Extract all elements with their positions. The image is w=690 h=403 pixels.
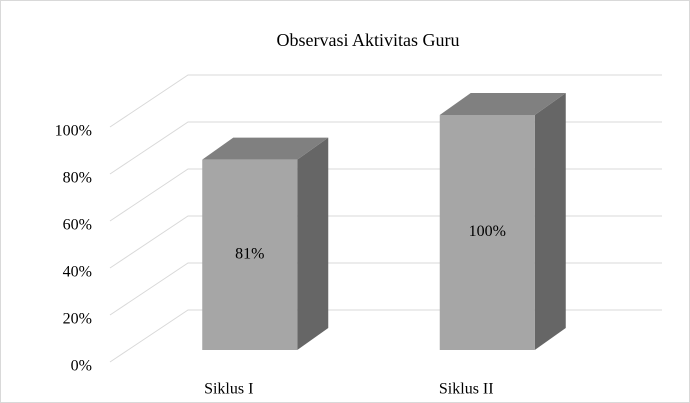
chart-title: Observasi Aktivitas Guru	[277, 30, 460, 50]
bar-top	[202, 137, 329, 160]
y-tick-label: 100%	[55, 123, 92, 140]
bar-front	[202, 159, 298, 350]
x-tick-label: Siklus I	[204, 381, 253, 398]
x-tick-label: Siklus II	[439, 381, 494, 398]
bar-side	[534, 93, 566, 350]
y-tick-label: 40%	[63, 264, 92, 281]
data-label: 81%	[235, 245, 264, 262]
y-tick-label: 0%	[71, 358, 92, 375]
grid-line	[109, 74, 662, 128]
bar-side	[297, 137, 329, 350]
y-tick-label: 80%	[63, 170, 92, 187]
bar	[202, 137, 329, 350]
y-tick-label: 20%	[63, 311, 92, 328]
y-tick-label: 60%	[63, 217, 92, 234]
bar	[439, 93, 566, 350]
bar-front	[439, 115, 535, 350]
data-label: 100%	[469, 223, 506, 240]
bar-top	[439, 93, 566, 115]
